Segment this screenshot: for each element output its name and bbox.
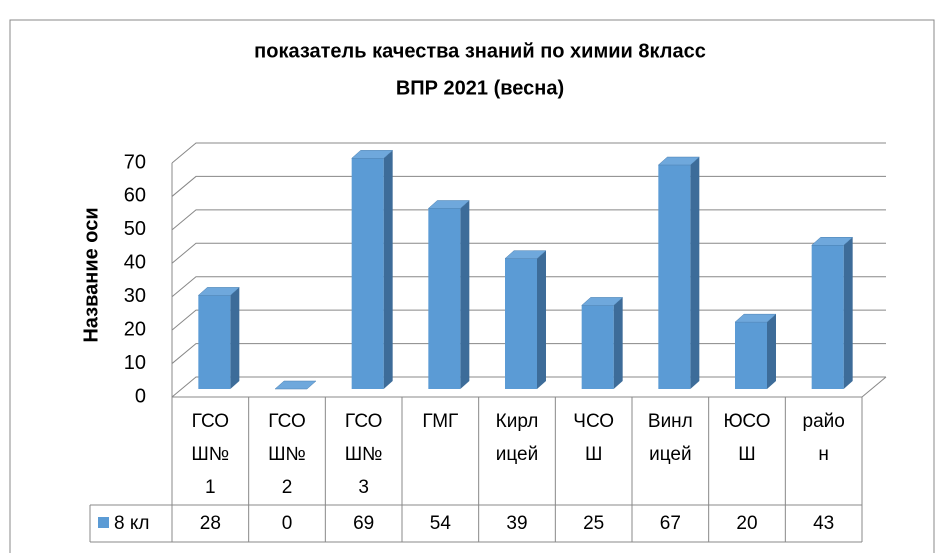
bar-side (460, 200, 470, 389)
grid-line (171, 175, 886, 197)
y-tick-label: 10 (124, 352, 146, 374)
x-tick-label: Ш№ (191, 444, 229, 465)
x-tick-label: ГСО (345, 411, 383, 432)
data-table-value: 69 (353, 513, 374, 534)
grid-line (171, 209, 886, 231)
chart-title: показатель качества знаний по химии 8кла… (254, 40, 706, 62)
grid-line (171, 309, 886, 331)
bar-front (658, 165, 691, 389)
bar (734, 313, 777, 389)
x-tick-label: райо (803, 411, 845, 432)
x-tick-label: ЮСО (723, 411, 770, 432)
bar-side (230, 287, 240, 389)
x-tick-label: ГМГ (422, 411, 458, 432)
x-tick-label: 1 (205, 477, 216, 498)
bar-top (427, 200, 470, 209)
bar-top (811, 237, 854, 246)
bar-front (198, 295, 231, 389)
bar-front (351, 158, 384, 389)
x-tick-label: Ш№ (268, 444, 306, 465)
x-tick-label: Ш (585, 444, 602, 465)
data-table-value: 28 (200, 513, 221, 534)
bar-side (767, 314, 776, 389)
bar-side (537, 250, 546, 389)
y-tick-label: 20 (124, 318, 146, 340)
bar (197, 287, 240, 389)
legend-key (98, 517, 109, 528)
floor-edge (861, 376, 887, 398)
y-tick-label: 50 (124, 218, 146, 240)
bar-side (383, 150, 393, 389)
bar-front (428, 208, 461, 389)
y-tick-label: 30 (124, 285, 146, 307)
chart-area (9, 19, 935, 553)
bar-top (274, 380, 317, 390)
data-table-value: 25 (583, 513, 604, 534)
x-tick-label: Ш№ (345, 444, 383, 465)
bar (504, 250, 547, 389)
grid-line (171, 276, 886, 298)
bar-top (197, 287, 240, 296)
x-tick-label: 2 (282, 477, 293, 498)
y-tick-label: 60 (124, 185, 146, 207)
x-tick-label: ЧСО (573, 411, 614, 432)
x-tick-label: ГСО (268, 411, 306, 432)
data-table-value: 20 (736, 513, 757, 534)
bar (811, 237, 854, 389)
data-table-value: 39 (506, 513, 527, 534)
grid-line (171, 376, 886, 398)
bar-top (351, 150, 394, 159)
x-tick-label: Кирл (496, 411, 539, 432)
legend-label: 8 кл (114, 513, 149, 534)
chart-title: ВПР 2021 (весна) (396, 77, 564, 99)
bar (581, 297, 624, 389)
y-tick-label: 0 (135, 385, 146, 407)
y-axis-label: Название оси (80, 207, 102, 342)
x-tick-label: 3 (358, 477, 369, 498)
y-tick-label: 40 (124, 252, 146, 274)
bar (427, 200, 470, 389)
bar (274, 380, 317, 390)
grid-line (171, 142, 886, 164)
data-table-value: 0 (282, 513, 293, 534)
data-table-value: 54 (430, 513, 452, 534)
grid-line (171, 242, 886, 264)
bar-top (581, 297, 624, 306)
x-tick-label: ГСО (192, 411, 230, 432)
bar-front (505, 258, 537, 389)
bar-top (657, 156, 700, 166)
bar-side (843, 237, 853, 389)
x-tick-label: ицей (649, 444, 691, 465)
grid-line (171, 343, 886, 364)
x-tick-label: н (818, 444, 829, 465)
bar-top (734, 313, 777, 323)
x-tick-label: Ш (738, 444, 755, 465)
bar (657, 156, 700, 389)
data-table-value: 43 (813, 513, 834, 534)
bar-top (504, 250, 547, 259)
x-tick-label: Винл (648, 411, 693, 432)
bar-side (613, 297, 623, 389)
bar-side (690, 157, 700, 389)
x-tick-label: ицей (496, 444, 538, 465)
y-tick-label: 70 (124, 151, 146, 173)
bar (351, 150, 394, 389)
bar-front (581, 305, 614, 389)
bar-front (735, 322, 767, 389)
data-table-value: 67 (660, 513, 681, 534)
bar-front (811, 245, 844, 389)
